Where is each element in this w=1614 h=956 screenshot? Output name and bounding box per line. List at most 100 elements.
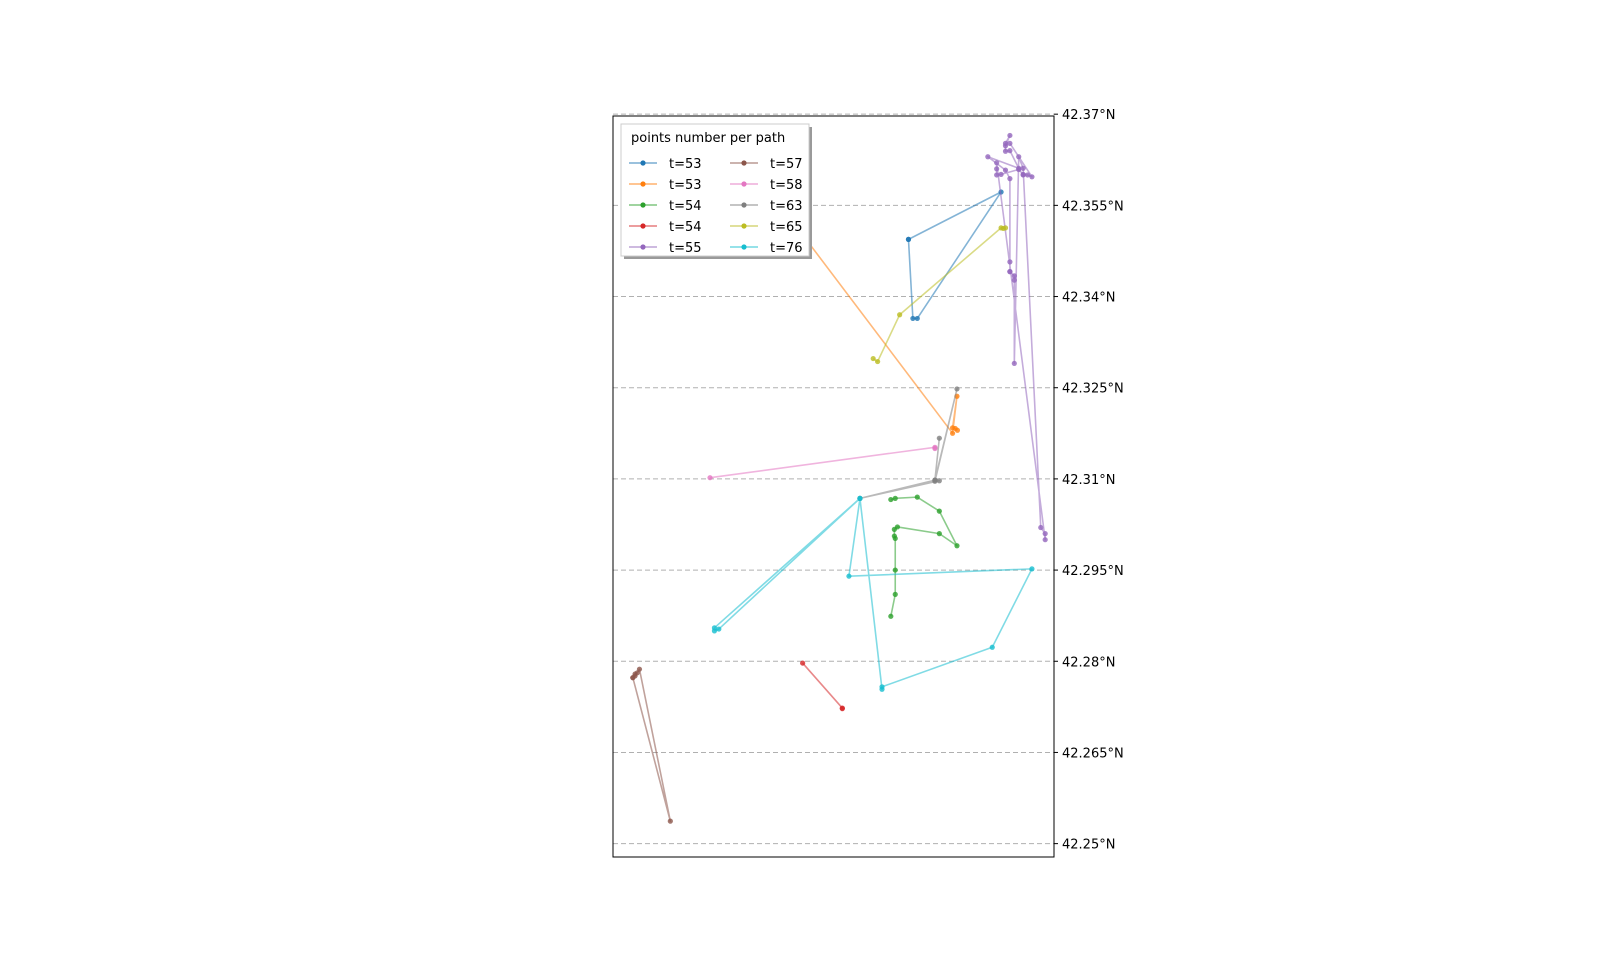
data-point — [892, 567, 898, 573]
data-point — [888, 613, 894, 619]
series-line — [859, 388, 958, 500]
series-line — [802, 662, 844, 709]
legend-label: t=63 — [770, 199, 803, 214]
series-4 — [985, 132, 1048, 543]
series-2 — [888, 494, 960, 619]
data-point — [1020, 172, 1026, 178]
legend-swatch-marker — [741, 202, 747, 208]
series-line — [709, 446, 936, 479]
data-point — [1011, 277, 1017, 283]
series-0 — [905, 189, 1004, 322]
data-point — [1016, 166, 1022, 173]
legend-swatch-marker — [640, 181, 646, 187]
legend-item: t=58 — [730, 178, 803, 193]
legend-item: t=53 — [629, 157, 702, 172]
series-9 — [711, 495, 1035, 692]
legend-swatch-marker — [640, 244, 646, 250]
data-point — [994, 172, 1000, 178]
legend-item: t=63 — [730, 199, 803, 214]
data-point — [1002, 143, 1009, 149]
series-5 — [630, 666, 673, 824]
data-point — [1042, 537, 1048, 543]
legend-label: t=76 — [770, 241, 803, 256]
series-line — [890, 496, 958, 617]
y-tick-label: 42.325°N — [1062, 382, 1124, 397]
data-point — [1002, 148, 1009, 154]
y-axis: 42.25°N 42.265°N 42.28°N 42.295°N 42.31°N 42.… — [1054, 108, 1124, 853]
data-point — [888, 496, 894, 503]
legend-swatch-marker — [640, 223, 646, 229]
data-point — [936, 508, 942, 514]
data-point — [1011, 273, 1017, 279]
y-tick-label: 42.28°N — [1062, 655, 1115, 670]
data-point — [1038, 524, 1044, 531]
data-point — [1007, 269, 1013, 275]
legend-item: t=53 — [629, 178, 702, 193]
data-point — [1020, 165, 1026, 171]
data-point — [954, 427, 961, 433]
legend-item: t=57 — [730, 157, 803, 172]
series-line — [872, 227, 1006, 363]
data-point — [630, 675, 636, 681]
series-line — [907, 191, 1002, 320]
series-line — [632, 668, 672, 822]
data-point — [716, 626, 722, 632]
series-8 — [870, 225, 1009, 365]
data-point — [936, 478, 942, 484]
legend-item: t=76 — [730, 241, 803, 256]
data-point — [1029, 566, 1035, 572]
data-point — [892, 591, 898, 597]
series-layer — [630, 132, 1048, 824]
y-tick-label: 42.31°N — [1062, 473, 1115, 488]
data-point — [846, 573, 852, 579]
data-point — [998, 171, 1004, 177]
legend-swatch-marker — [640, 202, 646, 208]
data-point — [914, 494, 920, 500]
legend-label: t=53 — [669, 157, 702, 172]
data-point — [949, 430, 956, 436]
legend-label: t=54 — [669, 220, 702, 235]
data-point — [892, 535, 898, 542]
data-point — [954, 386, 960, 392]
data-point — [1007, 140, 1013, 146]
series-3 — [800, 660, 845, 712]
data-point — [667, 818, 673, 824]
data-point — [800, 660, 806, 666]
data-point — [910, 315, 916, 322]
legend-label: t=54 — [669, 199, 702, 214]
legend-label: t=65 — [770, 220, 803, 235]
data-point — [994, 160, 1000, 166]
legend-swatch-marker — [741, 244, 747, 250]
legend-label: t=55 — [669, 241, 702, 256]
legend: points number per path t=53 t=53 t=54 t=54 t=… — [620, 123, 812, 259]
legend-title: points number per path — [631, 131, 785, 146]
data-point — [879, 686, 885, 692]
data-point — [707, 475, 713, 481]
data-point — [892, 495, 898, 501]
legend-swatch-marker — [741, 181, 747, 187]
data-point — [897, 312, 903, 318]
legend-item: t=65 — [730, 220, 803, 235]
legend-label: t=58 — [770, 178, 803, 193]
data-point — [1007, 148, 1013, 154]
data-point — [1007, 132, 1013, 139]
data-point — [1002, 167, 1009, 173]
legend-swatch-marker — [640, 160, 646, 166]
data-point — [914, 315, 920, 322]
legend-item: t=54 — [629, 220, 702, 235]
data-point — [870, 355, 876, 362]
series-6 — [707, 444, 938, 481]
data-point — [1007, 259, 1013, 265]
y-tick-label: 42.34°N — [1062, 291, 1115, 306]
data-point — [857, 495, 863, 501]
y-tick-label: 42.25°N — [1062, 838, 1115, 853]
data-point — [636, 666, 643, 672]
data-point — [932, 478, 938, 484]
data-point — [936, 531, 942, 537]
data-point — [1011, 360, 1017, 367]
data-point — [839, 706, 845, 712]
data-point — [1042, 531, 1048, 537]
data-point — [891, 526, 897, 532]
legend-swatch-marker — [741, 160, 747, 166]
